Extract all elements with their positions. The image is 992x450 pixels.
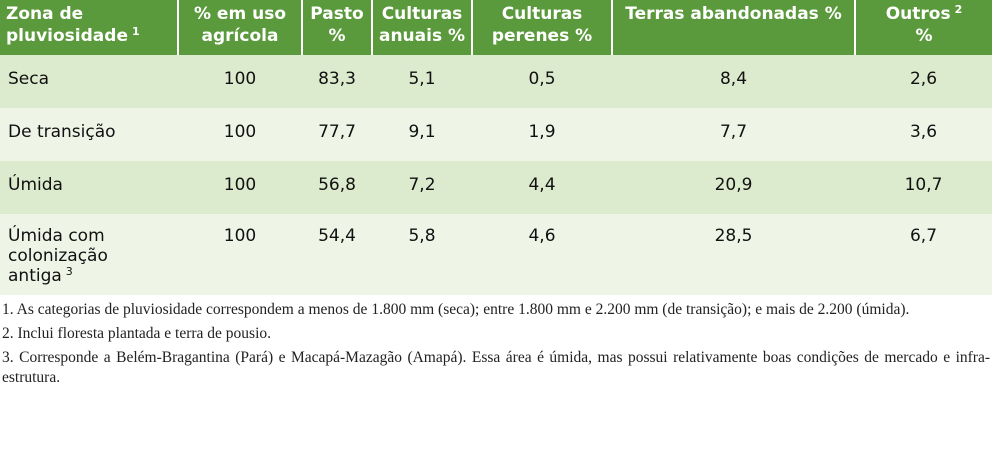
note-marker: 3 xyxy=(65,265,73,278)
footnote: 3. Corresponde a Belém-Bragantina (Pará)… xyxy=(2,349,990,386)
table-cell: 83,3 xyxy=(302,55,372,108)
row-label: De transição xyxy=(0,108,178,161)
footnotes: 1. As categorias de pluviosidade corresp… xyxy=(0,295,992,388)
table-cell: 9,1 xyxy=(372,108,472,161)
table-cell: 100 xyxy=(178,108,302,161)
table-cell: 77,7 xyxy=(302,108,372,161)
table-row: De transição 100 77,7 9,1 1,9 7,7 3,6 xyxy=(0,108,992,161)
row-label: Seca xyxy=(0,55,178,108)
table-cell: 7,7 xyxy=(612,108,855,161)
table-row: Úmida com colonização antiga 3 100 54,4 5,8 4… xyxy=(0,214,992,295)
table-cell: 5,1 xyxy=(372,55,472,108)
table-cell: 10,7 xyxy=(855,161,992,214)
table-row: Úmida 100 56,8 7,2 4,4 20,9 10,7 xyxy=(0,161,992,214)
column-header-text: Zona de pluviosidade xyxy=(6,4,128,46)
footnote: 2. Inclui floresta plantada e terra de p… xyxy=(2,325,271,342)
column-header: Outros 2% xyxy=(854,0,992,55)
table-cell: 100 xyxy=(178,214,302,295)
column-header-text: % em uso agrícola xyxy=(193,4,286,46)
column-header-text: Terras abandonadas % xyxy=(625,4,842,24)
footnote: 1. As categorias de pluviosidade corresp… xyxy=(2,301,910,318)
data-table: Zona de pluviosidade 1 % em uso agrícola Pa… xyxy=(0,0,992,295)
table-cell: 20,9 xyxy=(612,161,855,214)
column-header-text: % xyxy=(915,26,933,46)
table-cell: 28,5 xyxy=(612,214,855,295)
table-cell: 7,2 xyxy=(372,161,472,214)
column-header: Terras abandonadas % xyxy=(611,0,855,55)
table-cell: 2,6 xyxy=(855,55,992,108)
column-header-text: Outros xyxy=(885,4,951,24)
table-cell: 100 xyxy=(178,161,302,214)
table-cell: 0,5 xyxy=(472,55,612,108)
table-body: Seca 100 83,3 5,1 0,5 8,4 2,6 De transição 100 77… xyxy=(0,55,992,295)
table-cell: 8,4 xyxy=(612,55,855,108)
table-cell: 6,7 xyxy=(855,214,992,295)
note-marker: 1 xyxy=(131,25,140,38)
table-cell: 5,8 xyxy=(372,214,472,295)
row-label: Úmida xyxy=(0,161,178,214)
table-row: Seca 100 83,3 5,1 0,5 8,4 2,6 xyxy=(0,55,992,108)
header-row: Zona de pluviosidade 1 % em uso agrícola Pa… xyxy=(0,0,992,55)
column-header-text: Culturas perenes % xyxy=(491,4,593,46)
table-cell: 4,6 xyxy=(472,214,612,295)
row-label-text: Seca xyxy=(8,69,50,89)
row-label-text: Úmida com colonização antiga xyxy=(8,226,108,286)
row-label: Úmida com colonização antiga 3 xyxy=(0,214,178,295)
column-header-text: Pasto % xyxy=(310,4,364,46)
column-header: Pasto % xyxy=(301,0,372,55)
table-cell: 3,6 xyxy=(855,108,992,161)
table-cell: 100 xyxy=(178,55,302,108)
table-cell: 54,4 xyxy=(302,214,372,295)
table-cell: 1,9 xyxy=(472,108,612,161)
row-label-text: Úmida xyxy=(8,175,63,195)
column-header: Culturas perenes % xyxy=(471,0,612,55)
column-header-text: Culturas anuais % xyxy=(378,4,466,46)
table-cell: 4,4 xyxy=(472,161,612,214)
row-label-text: De transição xyxy=(8,122,116,142)
table-cell: 56,8 xyxy=(302,161,372,214)
column-header: % em uso agrícola xyxy=(177,0,302,55)
note-marker: 2 xyxy=(954,3,963,16)
column-header: Culturas anuais % xyxy=(371,0,472,55)
column-header: Zona de pluviosidade 1 xyxy=(0,0,178,55)
